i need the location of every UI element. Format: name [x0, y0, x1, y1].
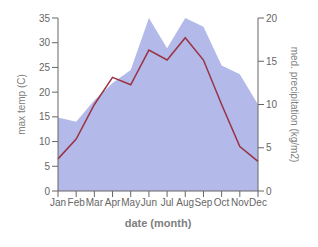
svg-text:Aug: Aug — [176, 197, 194, 208]
svg-text:Mar: Mar — [86, 197, 104, 208]
svg-text:20: 20 — [266, 13, 278, 24]
svg-text:30: 30 — [39, 37, 51, 48]
svg-text:Nov: Nov — [231, 197, 249, 208]
svg-text:Dec: Dec — [249, 197, 267, 208]
svg-text:Jun: Jun — [141, 197, 157, 208]
svg-text:max temp (C): max temp (C) — [16, 74, 27, 135]
svg-text:15: 15 — [266, 56, 278, 67]
svg-text:5: 5 — [44, 161, 50, 172]
svg-text:5: 5 — [266, 142, 272, 153]
svg-text:May: May — [121, 197, 140, 208]
svg-text:0: 0 — [266, 186, 272, 197]
svg-text:20: 20 — [39, 87, 51, 98]
svg-text:0: 0 — [44, 186, 50, 197]
svg-text:Apr: Apr — [105, 197, 121, 208]
svg-text:Feb: Feb — [68, 197, 86, 208]
svg-text:10: 10 — [39, 136, 51, 147]
svg-text:date (month): date (month) — [125, 217, 192, 229]
svg-text:35: 35 — [39, 13, 51, 24]
svg-text:15: 15 — [39, 111, 51, 122]
svg-text:10: 10 — [266, 99, 278, 110]
svg-text:med. precipitation (kg/m2): med. precipitation (kg/m2) — [289, 47, 300, 163]
svg-text:Sep: Sep — [195, 197, 213, 208]
svg-text:25: 25 — [39, 62, 51, 73]
svg-text:Jul: Jul — [161, 197, 174, 208]
svg-text:Jan: Jan — [50, 197, 66, 208]
svg-text:Oct: Oct — [214, 197, 230, 208]
